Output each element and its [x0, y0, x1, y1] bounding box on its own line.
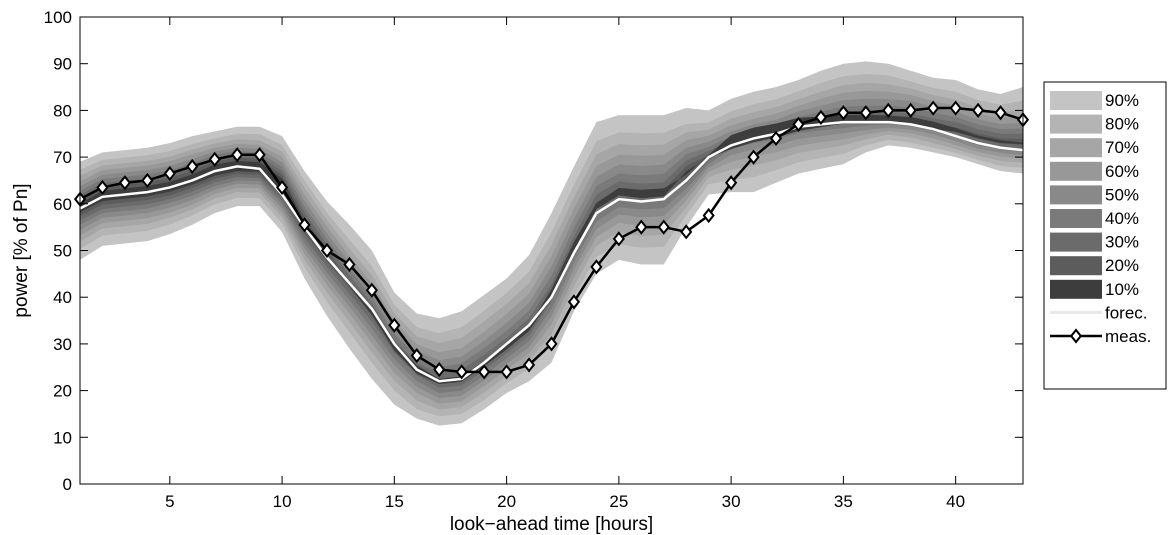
legend-swatch	[1050, 161, 1102, 181]
meas-point	[769, 130, 783, 147]
meas-point	[612, 231, 625, 247]
y-tick-label: 80	[53, 101, 72, 120]
measured-markers	[73, 100, 1030, 380]
meas-point	[680, 224, 693, 240]
legend-swatch	[1050, 209, 1102, 228]
legend-label: 90%	[1105, 91, 1139, 110]
meas-point	[96, 179, 109, 196]
meas-point	[590, 259, 603, 275]
legend-swatch	[1050, 256, 1102, 276]
meas-point	[478, 364, 491, 380]
meas-point	[882, 102, 895, 119]
meas-point	[792, 116, 805, 133]
meas-point	[320, 242, 334, 259]
x-tick-label: 5	[165, 492, 174, 511]
meas-point	[814, 109, 828, 126]
y-tick-label: 30	[53, 335, 72, 354]
legend-swatch	[1050, 114, 1102, 134]
x-tick-label: 25	[609, 492, 628, 511]
y-tick-label: 50	[53, 242, 72, 261]
x-tick-label: 20	[497, 492, 516, 511]
meas-point	[837, 105, 850, 121]
y-tick-label: 100	[44, 8, 72, 27]
meas-point	[163, 165, 176, 182]
legend-swatch	[1050, 279, 1102, 299]
band-70pct	[80, 82, 1023, 410]
meas-point	[702, 207, 715, 224]
meas-point	[231, 147, 244, 163]
y-axis-label: power [% of Pn]	[11, 183, 32, 317]
x-tick-label: 40	[946, 492, 965, 511]
meas-point	[927, 100, 940, 116]
y-tick-label: 20	[53, 382, 72, 401]
meas-point	[522, 357, 536, 373]
y-tick-label: 70	[53, 148, 72, 167]
x-axis-label: look−ahead time [hours]	[450, 514, 653, 535]
axis-ticks: 0 10 20 30 40 50 60 70 80 90 100 5 10 15 20 25 30 35 40	[44, 8, 1023, 511]
meas-point	[433, 361, 446, 378]
meas-point	[545, 336, 558, 352]
meas-point	[388, 317, 401, 333]
legend-label: 30%	[1105, 233, 1139, 252]
meas-point	[747, 149, 760, 165]
y-tick-label: 0	[63, 475, 72, 494]
y-tick-label: 40	[53, 288, 72, 307]
legend-label: 20%	[1105, 256, 1139, 275]
legend-label: 60%	[1105, 162, 1139, 181]
confidence-bands	[80, 61, 1023, 426]
meas-point	[118, 175, 131, 191]
meas-point	[275, 179, 289, 196]
legend-label: 70%	[1105, 138, 1139, 157]
meas-point	[904, 102, 917, 119]
meas-point	[994, 105, 1007, 121]
legend-label: 50%	[1105, 185, 1139, 204]
meas-point	[253, 147, 266, 163]
legend-label: forec.	[1105, 303, 1148, 322]
x-tick-label: 15	[385, 492, 404, 511]
legend: 90% 80% 70% 60% 50% 40% 30% 20% 10% forec. meas.	[1043, 81, 1167, 390]
meas-point	[410, 347, 423, 364]
x-tick-label: 35	[834, 492, 853, 511]
legend-label: 40%	[1105, 209, 1139, 228]
meas-point	[972, 102, 985, 119]
y-tick-label: 60	[53, 195, 72, 214]
meas-point	[141, 172, 154, 189]
x-tick-label: 10	[273, 492, 292, 511]
meas-point	[635, 219, 648, 235]
meas-point	[725, 175, 738, 191]
meas-point	[208, 151, 221, 168]
legend-label: 80%	[1105, 115, 1139, 134]
y-tick-label: 90	[53, 55, 72, 74]
meas-point	[500, 364, 513, 380]
legend-swatch	[1050, 232, 1102, 252]
legend-swatch	[1050, 185, 1102, 205]
meas-point	[949, 100, 962, 116]
legend-swatch	[1050, 138, 1102, 158]
legend-meas-marker	[1069, 328, 1083, 344]
meas-point	[298, 217, 311, 233]
meas-point	[186, 158, 199, 175]
meas-point	[455, 364, 468, 380]
y-tick-label: 10	[53, 428, 72, 447]
legend-swatch	[1050, 91, 1102, 110]
forec-line	[79, 120, 1024, 383]
legend-label: 10%	[1105, 280, 1139, 299]
x-tick-label: 30	[722, 492, 741, 511]
meas-point	[343, 256, 356, 273]
meas-point	[657, 219, 670, 235]
meas-point	[365, 282, 378, 298]
meas-point	[567, 294, 581, 310]
legend-label: meas.	[1105, 327, 1151, 346]
meas-point	[859, 105, 872, 121]
